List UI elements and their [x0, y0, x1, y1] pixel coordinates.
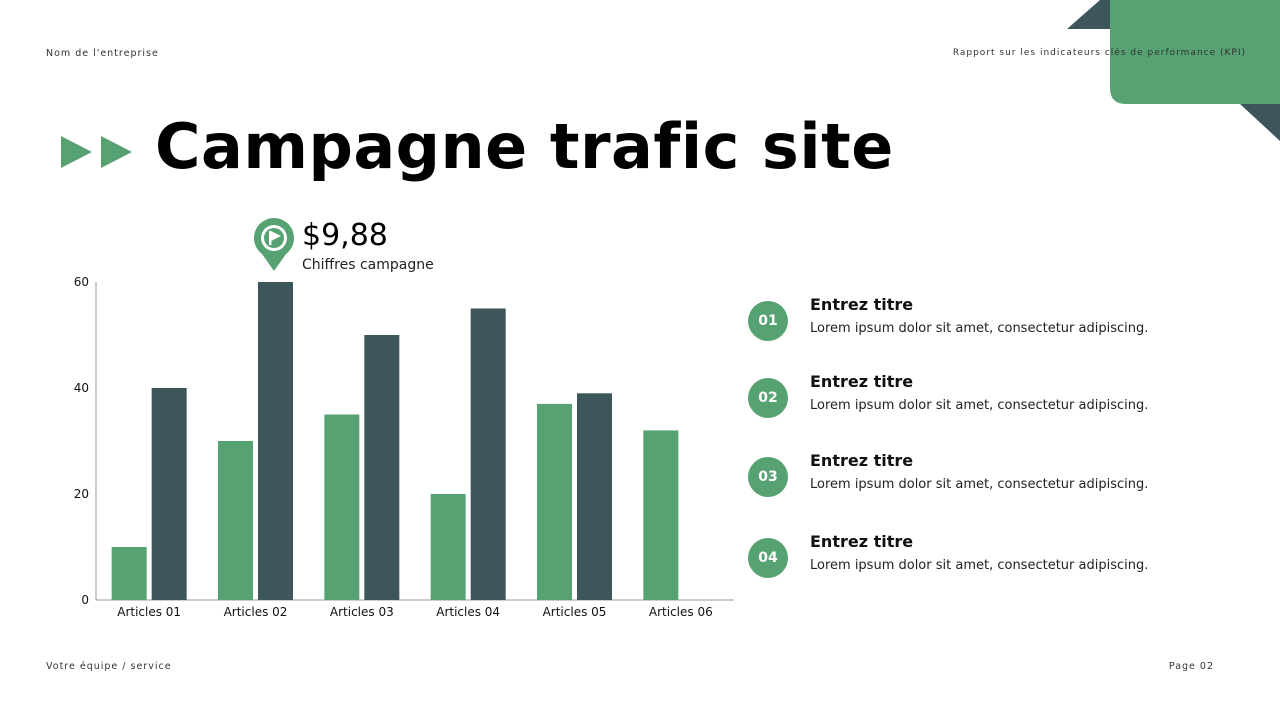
flag-pin-icon — [254, 217, 294, 271]
bar-green-4 — [430, 494, 466, 600]
y-tick-label: 60 — [74, 275, 89, 289]
x-tick-label: Articles 06 — [649, 605, 713, 619]
item-desc: Lorem ipsum dolor sit amet, consectetur … — [810, 558, 1149, 573]
item-desc: Lorem ipsum dolor sit amet, consectetur … — [810, 477, 1149, 492]
x-tick-label: Articles 04 — [436, 605, 500, 619]
company-name: Nom de l'entreprise — [46, 48, 159, 59]
bar-dark-5 — [577, 393, 612, 600]
bar-dark-1 — [151, 388, 187, 600]
report-title: Rapport sur les indicateurs clés de perf… — [952, 48, 1246, 58]
item-number: 01 — [748, 301, 788, 341]
x-tick-label: Articles 01 — [117, 605, 181, 619]
list-item: 02 Entrez titre Lorem ipsum dolor sit amet… — [748, 372, 1228, 438]
bar-green-6 — [643, 430, 679, 600]
item-number: 04 — [748, 538, 788, 578]
y-tick-label: 0 — [81, 593, 89, 607]
item-title: Entrez titre — [810, 532, 914, 551]
bar-green-5 — [537, 403, 572, 600]
kpi-value: $9,88 — [302, 218, 388, 253]
arrow-icon — [61, 136, 92, 168]
y-tick-label: 40 — [74, 381, 89, 395]
bar-dark-4 — [470, 308, 506, 600]
x-tick-label: Articles 03 — [330, 605, 394, 619]
page-title: Campagne trafic site — [155, 110, 894, 183]
item-title: Entrez titre — [810, 372, 914, 391]
corner-triangle-bottom — [1240, 104, 1280, 141]
corner-triangle-top — [1067, 0, 1110, 29]
bar-chart: 0 20 40 60 Articles 01 Articles 02 Articles 03… — [74, 275, 734, 619]
item-number: 03 — [748, 457, 788, 497]
bar-green-1 — [111, 547, 147, 600]
team-label: Votre équipe / service — [46, 661, 172, 672]
bar-green-3 — [324, 414, 360, 600]
page-number: Page 02 — [1168, 661, 1214, 672]
item-desc: Lorem ipsum dolor sit amet, consectetur … — [810, 398, 1149, 413]
item-number: 02 — [748, 378, 788, 418]
list-item: 03 Entrez titre Lorem ipsum dolor sit amet… — [748, 451, 1228, 517]
item-title: Entrez titre — [810, 451, 914, 470]
y-tick-label: 20 — [74, 487, 89, 501]
bar-green-2 — [218, 441, 253, 600]
list-item: 04 Entrez titre Lorem ipsum dolor sit amet… — [748, 532, 1228, 598]
item-title: Entrez titre — [810, 295, 914, 314]
corner-green-panel — [1110, 0, 1280, 104]
bar-dark-3 — [364, 335, 400, 600]
list-item: 01 Entrez titre Lorem ipsum dolor sit amet… — [748, 295, 1228, 361]
item-desc: Lorem ipsum dolor sit amet, consectetur … — [810, 321, 1149, 336]
arrow-icon — [101, 136, 132, 168]
x-tick-label: Articles 02 — [224, 605, 288, 619]
bar-dark-2 — [258, 282, 293, 600]
x-tick-label: Articles 05 — [543, 605, 607, 619]
kpi-label: Chiffres campagne — [302, 257, 434, 273]
